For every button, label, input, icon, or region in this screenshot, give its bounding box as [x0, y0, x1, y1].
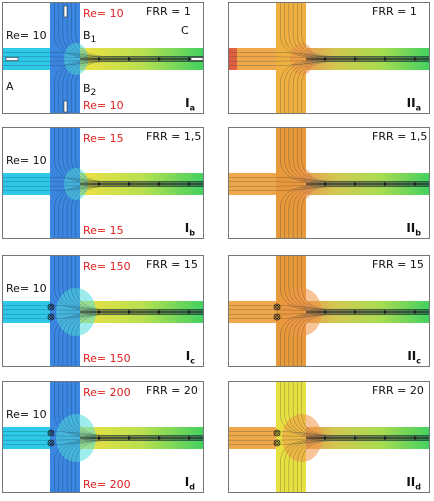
- re-main-label: Re= 10: [6, 282, 47, 295]
- panel-IIa: FRR = 1 IIa: [228, 2, 430, 114]
- flow-field-Ia: [3, 3, 203, 113]
- panel-id-label: IIa: [407, 96, 421, 112]
- panel-id-letter: I: [185, 349, 191, 363]
- flow-field-IIb: [229, 128, 429, 238]
- panel-id-label: IIb: [406, 221, 421, 237]
- inflow-arrow-icon: [5, 5, 203, 113]
- panel-id-sub: a: [415, 103, 421, 113]
- main-inlet-channel: [229, 427, 276, 449]
- flow-field-Ib: [3, 128, 203, 238]
- panel-id-letter: II: [406, 96, 416, 110]
- panel-id-label: IIc: [407, 349, 421, 365]
- main-inlet-channel: [3, 48, 50, 70]
- main-inlet-channel: [229, 48, 276, 70]
- re-bottom-label: Re= 10: [83, 99, 124, 112]
- label-B1: B1: [83, 30, 96, 46]
- vortex: [273, 303, 281, 311]
- panel-id-label: Ia: [185, 96, 195, 112]
- re-bottom-label: Re= 200: [83, 478, 131, 491]
- panel-id-letter: II: [406, 475, 416, 489]
- panel-IId: FRR = 20 IId: [228, 381, 430, 493]
- re-main-label: Re= 10: [6, 408, 47, 421]
- panel-id-label: IId: [406, 475, 421, 491]
- flow-field-Ic: [3, 256, 203, 366]
- panel-id-sub: b: [415, 228, 421, 238]
- vortex: [47, 313, 55, 321]
- panel-IIc: FRR = 15 IIc: [228, 255, 430, 367]
- panel-id-label: Ic: [186, 349, 195, 365]
- main-inlet-channel: [229, 173, 276, 195]
- re-top-label: Re= 150: [83, 260, 131, 273]
- frr-label: FRR = 15: [146, 258, 198, 271]
- panel-IIb: FRR = 1,5 IIb: [228, 127, 430, 239]
- label-B2-sub: 2: [90, 87, 97, 99]
- re-bottom-label: Re= 150: [83, 352, 131, 365]
- re-top-label: Re= 15: [83, 132, 124, 145]
- re-main-label: Re= 10: [6, 29, 47, 42]
- panel-id-letter: I: [185, 96, 190, 110]
- flow-field-IIc: [229, 256, 429, 366]
- panel-id-letter: I: [184, 475, 190, 489]
- re-main-label: Re= 10: [6, 154, 47, 167]
- panel-id-sub: a: [189, 103, 195, 113]
- vortex: [273, 439, 281, 447]
- flow-field-IId: [229, 382, 429, 492]
- label-B2-text: B: [83, 82, 91, 95]
- main-inlet-channel: [3, 427, 50, 449]
- frr-label: FRR = 20: [372, 384, 424, 397]
- panel-id-letter: II: [407, 349, 417, 363]
- re-top-label: Re= 200: [83, 386, 131, 399]
- panel-Id: Re= 10 Re= 200 Re= 200 FRR = 20 Id: [2, 381, 204, 493]
- label-B1-text: B: [83, 29, 91, 42]
- vortex: [47, 439, 55, 447]
- panel-id-letter: II: [406, 221, 416, 235]
- panel-id-sub: d: [189, 482, 195, 492]
- frr-label: FRR = 1: [146, 5, 191, 18]
- panel-id-sub: c: [416, 356, 421, 366]
- frr-label: FRR = 1,5: [146, 130, 202, 143]
- label-C: C: [181, 24, 189, 37]
- frr-label: FRR = 15: [372, 258, 424, 271]
- frr-label: FRR = 20: [146, 384, 198, 397]
- vortex: [273, 429, 281, 437]
- frr-label: FRR = 1: [372, 5, 417, 18]
- panel-id-letter: I: [184, 221, 190, 235]
- vortex: [273, 313, 281, 321]
- panel-id-sub: b: [189, 228, 195, 238]
- main-inlet-channel: [3, 301, 50, 323]
- re-bottom-label: Re= 15: [83, 224, 124, 237]
- re-top-label: Re= 10: [83, 7, 124, 20]
- flow-field-Id: [3, 382, 203, 492]
- label-B2: B2: [83, 83, 96, 99]
- label-B1-sub: 1: [90, 34, 97, 46]
- vortex: [47, 303, 55, 311]
- panel-Ia: Re= 10 Re= 10 Re= 10 FRR = 1 A B1 B2 C Ia: [2, 2, 204, 114]
- panel-id-sub: c: [190, 356, 195, 366]
- panel-id-sub: d: [415, 482, 421, 492]
- panel-Ib: Re= 10 Re= 15 Re= 15 FRR = 1,5 Ib: [2, 127, 204, 239]
- panel-Ic: Re= 10 Re= 150 Re= 150 FRR = 15 Ic: [2, 255, 204, 367]
- frr-label: FRR = 1,5: [372, 130, 428, 143]
- panel-id-label: Ib: [185, 221, 195, 237]
- main-inlet-channel: [3, 173, 50, 195]
- flow-field-IIa: [229, 3, 429, 113]
- panel-id-label: Id: [185, 475, 195, 491]
- main-inlet-channel: [229, 301, 276, 323]
- label-A: A: [6, 80, 14, 93]
- vortex: [47, 429, 55, 437]
